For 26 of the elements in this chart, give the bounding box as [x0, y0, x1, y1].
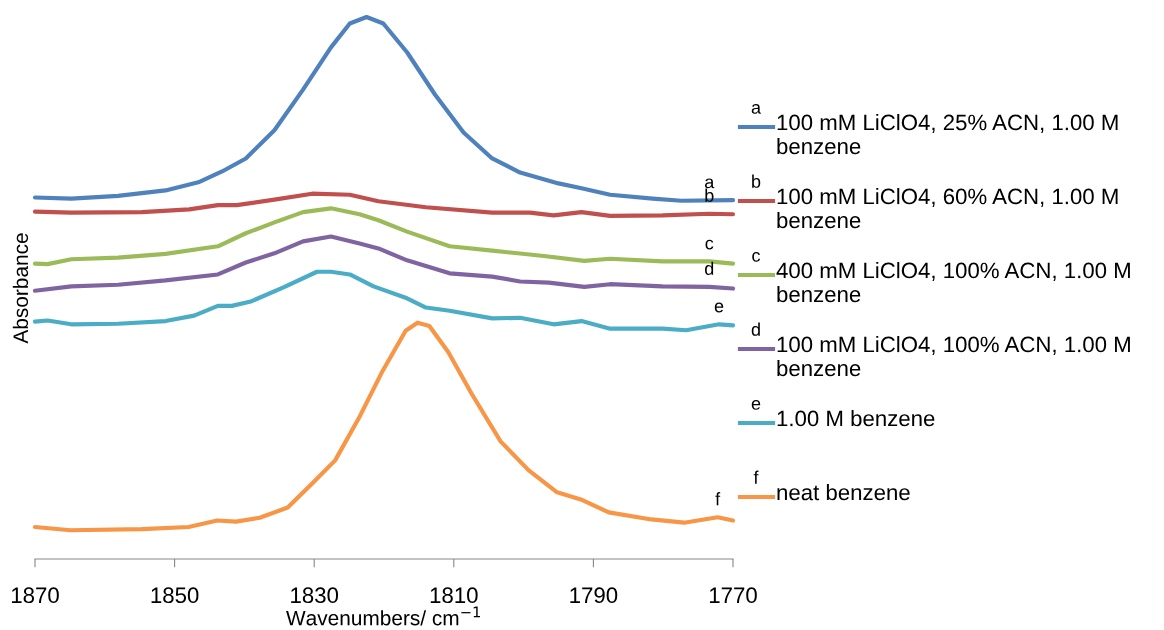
annotation: b	[705, 188, 714, 202]
legend-label: 100 mM LiClO4, 25% ACN, 1.00 M benzene	[777, 114, 1118, 155]
text: f	[753, 470, 759, 484]
text: a	[751, 103, 762, 114]
annotation: c	[705, 239, 714, 250]
text: c	[752, 251, 761, 262]
y-axis-title: Absorbance	[12, 233, 29, 344]
x-tick-label: 1790	[570, 587, 618, 604]
x-axis-title: Wavenumbers/ cm$^{−1}$	[286, 606, 480, 626]
text: e	[751, 399, 761, 410]
legend-label: 400 mM LiClO4, 100% ACN, 1.00 M benzene	[776, 262, 1130, 303]
legend-label: neat benzene	[777, 484, 910, 501]
x-tick-label: 1770	[709, 587, 757, 604]
x-tick-label: 1870	[11, 587, 59, 604]
annotation: f	[715, 492, 721, 506]
x-tick-label: 1830	[291, 587, 339, 604]
text: b	[752, 174, 761, 188]
x-tick-label: 1810	[430, 587, 478, 604]
legend-label: 100 mM LiClO4, 100% ACN, 1.00 M benzene	[777, 336, 1130, 377]
legend-label: 100 mM LiClO4, 60% ACN, 1.00 M benzene	[777, 188, 1118, 229]
x-tick-label: 1850	[151, 587, 199, 604]
annotation: e	[714, 302, 724, 313]
legend-label: 1.00 M benzene	[777, 410, 935, 427]
annotation: d	[705, 261, 714, 276]
annotation: a	[705, 178, 715, 189]
text: d	[751, 322, 760, 336]
